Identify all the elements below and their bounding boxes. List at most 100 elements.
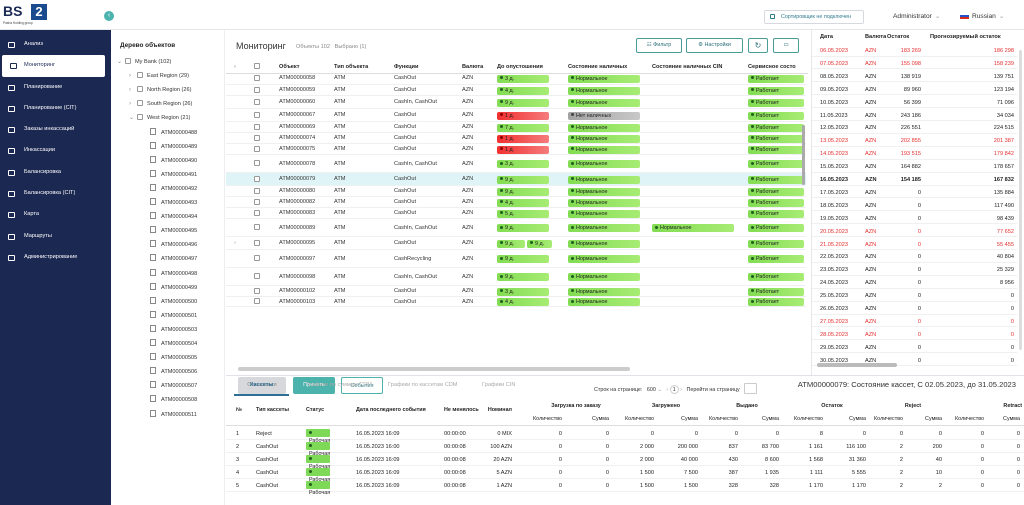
grid-horizontal-scrollbar[interactable] [238,367,630,371]
tree-region[interactable]: ⌄ West Region (21) [129,113,190,123]
forecast-row[interactable]: 29.05.2023 AZN 0 0 [812,342,1017,354]
forecast-row[interactable]: 09.05.2023 AZN 89 960 123 194 [812,84,1017,96]
tree-atm[interactable]: ATM00000492 [150,183,197,194]
chevron-right-icon[interactable]: › [129,101,131,108]
sidebar-item-3[interactable]: Планирование (CIT) [0,98,111,119]
col-forecast-balance[interactable]: Прогнозируемый остаток [930,34,1001,40]
forecast-row[interactable]: 20.05.2023 AZN 0 77 652 [812,226,1017,238]
tree-atm[interactable]: ATM00000491 [150,169,197,180]
cassette-col-13[interactable]: Сумма [849,416,866,422]
sidebar-item-8[interactable]: Карта [0,204,111,225]
cassette-row[interactable]: 5 CashOut Рабочая 16.05.2023 16:09 00:00:08 1… [226,479,1024,496]
expand-row-icon[interactable]: › [234,240,236,246]
col-service-state[interactable]: Сервисное состо [748,64,796,70]
table-row[interactable]: ATM00000079 ATM CashOut AZN 9 д. Нормальное Ра… [226,173,806,186]
cassette-col-1[interactable]: Тип кассеты [256,407,290,413]
forecast-row[interactable]: 15.05.2023 AZN 164 882 178 657 [812,161,1017,173]
row-checkbox[interactable] [254,86,264,94]
forecast-row[interactable]: 11.05.2023 AZN 243 186 34 034 [812,110,1017,121]
tree-atm[interactable]: ATM00000495 [150,226,197,236]
tree-checkbox[interactable] [137,86,143,93]
col-object[interactable]: Объект [279,64,300,70]
col-cash-state-cin[interactable]: Состояние наличных CIN [652,64,723,70]
tree-atm[interactable]: ATM00000498 [150,268,197,279]
cassette-col-0[interactable]: № [236,407,243,413]
goto-page-input[interactable] [744,383,758,394]
forecast-row[interactable]: 10.05.2023 AZN 56 399 71 096 [812,97,1017,109]
table-row[interactable]: ATM00000103 ATM CashOut AZN 4 д. Нормальное Ра… [226,297,806,307]
col-balance[interactable]: Остаток [887,34,910,40]
table-row[interactable]: ATM00000069 ATM CashOut AZN 7 д. Нормальное Ра… [226,122,806,133]
forecast-row[interactable]: 14.05.2023 AZN 193 515 179 842 [812,148,1017,160]
sidebar-item-6[interactable]: Балансировка [0,162,111,183]
table-row[interactable]: ATM00000089 ATM CashIn, CashOut AZN 9 д. Норм… [226,219,806,237]
table-row[interactable]: ATM00000075 ATM CashOut AZN 1 д. Нормальное Ра… [226,144,806,155]
forecast-row[interactable]: 19.05.2023 AZN 0 98 439 [812,213,1017,225]
refresh-button[interactable]: ↻ [748,38,768,53]
tab-cin-charts[interactable]: Графики CIN [482,382,516,388]
tree-atm[interactable]: ATM00000506 [150,367,197,377]
cassette-col-3[interactable]: Дата последнего события [356,407,426,413]
row-checkbox[interactable] [254,239,264,247]
sidebar-item-9[interactable]: Маршруты [0,226,111,247]
forecast-row[interactable]: 21.05.2023 AZN 0 55 455 [812,239,1017,250]
row-checkbox[interactable] [254,209,264,217]
table-row[interactable]: ATM00000067 ATM CashOut AZN 1 д. Нет наличных… [226,109,806,122]
cassette-col-8[interactable]: Количество [625,416,654,422]
tree-atm[interactable]: ATM00000494 [150,212,197,222]
cassette-col-5[interactable]: Номинал [487,407,512,413]
col-currency[interactable]: Валюта [462,64,484,70]
table-row[interactable]: ATM00000059 ATM CashOut AZN 4 д. Нормальное Ра… [226,85,806,96]
current-page[interactable]: 1 [669,385,679,394]
col-object-type[interactable]: Тип объекта [334,64,369,70]
table-row[interactable]: ATM00000058 ATM CashOut AZN 3 д. Нормальное Ра… [226,75,806,85]
tree-root[interactable]: ⌄ My Bank (102) [117,57,171,67]
sidebar-collapse-button[interactable]: ‹ [104,11,114,21]
cassette-row[interactable]: 1 Reject Рабочая 16.05.2023 16:09 00:00:00 0 … [226,427,1024,444]
row-checkbox[interactable] [254,134,264,142]
cassette-col-9[interactable]: Сумма [681,416,698,422]
tree-atm[interactable]: ATM00000499 [150,282,197,293]
row-checkbox[interactable] [254,198,264,206]
events-button[interactable]: События [341,377,383,394]
grid-vertical-scrollbar[interactable] [802,125,805,185]
filter-button[interactable]: ☷ Фильтр [636,38,682,53]
sidebar-item-4[interactable]: Заказы инкассаций [0,119,111,140]
next-page-button[interactable]: › [680,387,682,393]
cassette-col-4[interactable]: Не менялось [444,407,479,413]
forecast-vertical-scrollbar[interactable] [1019,50,1022,350]
rows-per-page-select[interactable]: 600 [646,387,656,393]
tree-atm[interactable]: ATM00000501 [150,310,197,321]
sidebar-item-0[interactable]: Анализ [0,34,111,55]
row-checkbox[interactable] [254,111,264,119]
tab-cdm-cassette-charts[interactable]: Графики по кассетам CDM [388,382,458,388]
row-checkbox[interactable] [254,160,264,167]
col-cash-state[interactable]: Состояние наличных [568,64,628,70]
cassette-col-14[interactable]: Количество [874,416,903,422]
tree-atm[interactable]: ATM00000489 [150,141,197,152]
tree-atm[interactable]: ATM00000503 [150,324,197,335]
cassette-col-11[interactable]: Сумма [762,416,779,422]
tree-checkbox[interactable] [137,72,143,79]
forecast-row[interactable]: 27.05.2023 AZN 0 0 [812,316,1017,328]
cassette-col-6[interactable]: Количество [533,416,562,422]
row-checkbox[interactable] [254,287,264,295]
tree-atm[interactable]: ATM00000504 [150,339,197,349]
reject-button[interactable]: Отказаться [238,377,286,394]
tree-region[interactable]: › North Region (26) [129,85,191,95]
tree-checkbox[interactable] [137,114,143,121]
table-row[interactable]: › ATM00000095 ATM CashOut AZN 9 д. 9 д. Нормаль… [226,237,806,250]
forecast-row[interactable]: 23.05.2023 AZN 0 25 329 [812,264,1017,276]
tree-atm[interactable]: ATM00000496 [150,240,197,250]
row-checkbox[interactable] [254,273,264,280]
sidebar-item-10[interactable]: Администрирование [0,247,111,268]
tree-region[interactable]: › South Region (26) [129,99,192,109]
tree-atm[interactable]: ATM00000508 [150,395,197,405]
cassette-row[interactable]: 4 CashOut Рабочая 16.05.2023 16:09 00:00:08 5… [226,466,1024,483]
tree-atm[interactable]: ATM00000493 [150,198,197,208]
row-checkbox[interactable] [254,187,264,195]
cassette-col-12[interactable]: Количество [794,416,823,422]
table-row[interactable]: ATM00000098 ATM CashIn, CashOut AZN 9 д. Норм… [226,268,806,286]
forecast-row[interactable]: 22.05.2023 AZN 0 40 804 [812,251,1017,263]
forecast-row[interactable]: 26.05.2023 AZN 0 0 [812,303,1017,315]
